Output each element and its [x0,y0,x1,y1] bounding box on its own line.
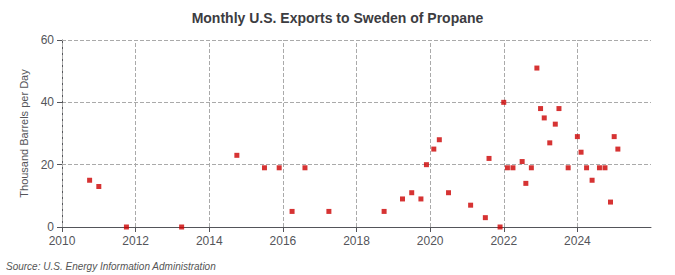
svg-text:60: 60 [41,33,55,47]
svg-text:2010: 2010 [49,234,76,248]
svg-text:2022: 2022 [490,234,517,248]
svg-text:Monthly U.S. Exports to Sweden: Monthly U.S. Exports to Sweden of Propan… [192,10,484,26]
svg-text:2024: 2024 [564,234,591,248]
svg-text:0: 0 [47,220,54,234]
svg-text:2020: 2020 [417,234,444,248]
svg-text:2016: 2016 [270,234,297,248]
svg-text:40: 40 [41,95,55,109]
svg-text:Source: U.S. Energy Informatio: Source: U.S. Energy Information Administ… [6,261,216,272]
svg-text:20: 20 [41,158,55,172]
svg-text:2012: 2012 [122,234,149,248]
svg-text:2018: 2018 [343,234,370,248]
svg-text:Thousand Barrels per Day: Thousand Barrels per Day [18,69,30,198]
svg-text:2014: 2014 [196,234,223,248]
